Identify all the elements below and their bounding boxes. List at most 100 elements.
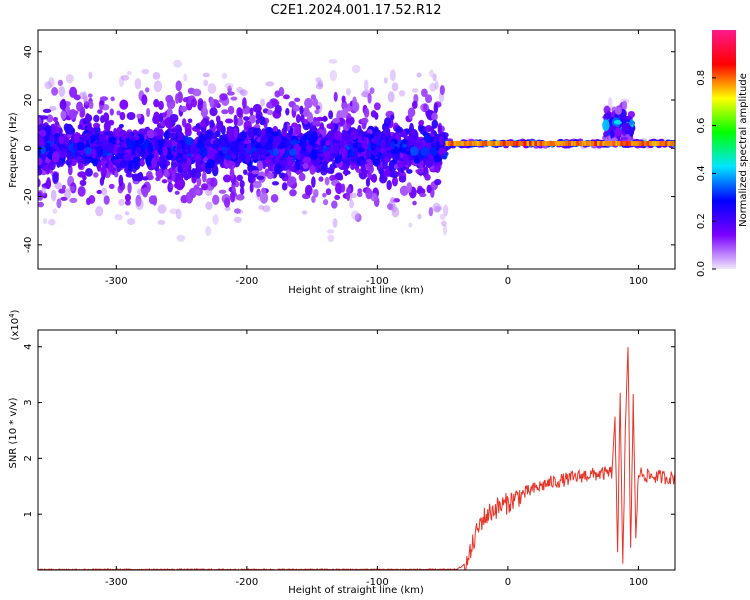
spectrogram-cell	[503, 140, 506, 146]
spectrogram-cell	[184, 122, 192, 134]
spectrogram-cell	[155, 135, 163, 140]
spectrogram-cell	[76, 141, 85, 151]
spectrogram-cell	[233, 114, 238, 127]
spectrogram-cell	[57, 79, 64, 87]
spectrogram-cell	[218, 151, 224, 156]
snr-y-label: SNR (10 * v/v)	[8, 397, 19, 468]
spectrogram-cell	[315, 77, 322, 84]
spectrogram-cell	[411, 100, 418, 109]
spectrogram-cell	[531, 140, 535, 146]
spectrogram-cell	[239, 186, 245, 196]
spectrogram-cell	[177, 132, 184, 143]
spectrogram-cell	[309, 165, 316, 175]
spectrogram-cell	[212, 194, 220, 206]
spectrogram-cell	[109, 108, 114, 116]
spectrogram-cell	[439, 85, 445, 96]
spectrogram-cell	[599, 140, 603, 146]
spectrogram-cell	[434, 205, 441, 213]
spectrogram-cell	[547, 140, 550, 146]
spectrogram-cell	[409, 128, 416, 138]
spectrogram-cell	[94, 140, 103, 146]
spectrogram-cell	[292, 104, 300, 112]
spectrogram-cell	[222, 174, 232, 183]
spectrogram-cell	[93, 122, 101, 129]
spectrogram-cell	[363, 79, 369, 91]
spectrogram-cell	[119, 111, 126, 121]
spectrogram-cell	[389, 69, 396, 82]
spectrogram-cell	[79, 92, 86, 100]
spectrogram-cell	[83, 101, 90, 109]
spectrogram-cell	[169, 183, 174, 189]
spectrogram-cell	[434, 163, 441, 174]
spectrogram-cell	[607, 97, 613, 109]
spectrogram-cell	[304, 184, 313, 196]
spectrogram-cell	[126, 70, 132, 76]
spectrogram-cell	[251, 170, 260, 175]
spectrogram-cell	[424, 132, 431, 144]
spectrogram-y-tick-label: 0	[23, 145, 34, 151]
spectrogram-cell	[294, 97, 301, 103]
spectrogram-cell	[233, 216, 242, 223]
spectrogram-y-ticks: -40 -20 0 20 40	[23, 45, 675, 253]
spectrogram-cell	[136, 113, 142, 119]
colorbar-tick-label: 0.6	[696, 118, 707, 134]
spectrogram-cell	[469, 140, 472, 146]
spectrogram-cell	[126, 111, 136, 121]
spectrogram-cell	[518, 140, 522, 146]
spectrogram-cell	[578, 140, 582, 146]
spectrogram-cell	[589, 140, 592, 146]
spectrogram-cell	[227, 105, 235, 115]
spectrogram-cell	[315, 82, 324, 90]
spectrogram-cell	[84, 158, 89, 164]
spectrogram-cell	[96, 189, 103, 195]
spectrogram-cell	[133, 160, 141, 170]
spectrogram-cell	[153, 98, 160, 108]
spectrogram-cell	[437, 124, 442, 135]
spectrogram-cell	[395, 126, 403, 134]
spectrogram-cell	[225, 118, 234, 124]
spectrogram-cell	[416, 72, 422, 78]
spectrogram-cell	[382, 126, 391, 137]
spectrogram-cell	[360, 91, 370, 98]
spectrogram-cell	[191, 146, 201, 155]
spectrogram-cell	[413, 140, 421, 149]
spectrogram-cell	[317, 144, 324, 153]
spectrogram-cell	[236, 174, 243, 182]
spectrogram-cell	[215, 115, 221, 123]
spectrogram-cell	[638, 140, 642, 146]
spectrogram-cell	[334, 172, 343, 181]
spectrogram-cell	[448, 140, 451, 146]
spectrogram-cell	[398, 89, 406, 97]
spectrogram-cell	[214, 145, 220, 151]
spectrogram-cell	[586, 140, 590, 146]
spectrogram-cell	[497, 140, 501, 146]
spectrogram-cell	[433, 102, 439, 114]
spectrogram-cell	[360, 172, 368, 179]
spectrogram-cell	[371, 137, 379, 145]
spectrogram-cell	[610, 140, 613, 146]
spectrogram-cell	[314, 109, 320, 115]
spectrogram-cell	[350, 192, 357, 199]
spectrogram-cell	[308, 138, 315, 146]
spectrogram-cell	[42, 218, 48, 224]
spectrogram-cell	[80, 106, 86, 118]
spectrogram-cell	[176, 141, 182, 153]
spectrogram-cell	[305, 130, 312, 140]
spectrogram-cell	[74, 131, 80, 144]
spectrogram-cell	[152, 195, 158, 206]
spectrogram-cell	[434, 178, 442, 186]
spectrogram-cell	[672, 140, 675, 146]
spectrogram-cell	[613, 119, 623, 125]
spectrogram-cell	[386, 179, 392, 191]
spectrogram-cell	[350, 155, 356, 164]
spectrogram-cell	[583, 140, 587, 146]
spectrogram-cell	[104, 131, 109, 136]
snr-y-tick-label: 2	[23, 455, 34, 461]
spectrogram-cell	[298, 172, 306, 182]
spectrogram-cell	[256, 188, 261, 198]
spectrogram-cell	[274, 90, 281, 98]
spectrogram-cell	[73, 94, 81, 101]
spectrogram-cell	[209, 107, 218, 117]
spectrogram-cell	[670, 140, 673, 146]
spectrogram-cell	[195, 189, 201, 195]
